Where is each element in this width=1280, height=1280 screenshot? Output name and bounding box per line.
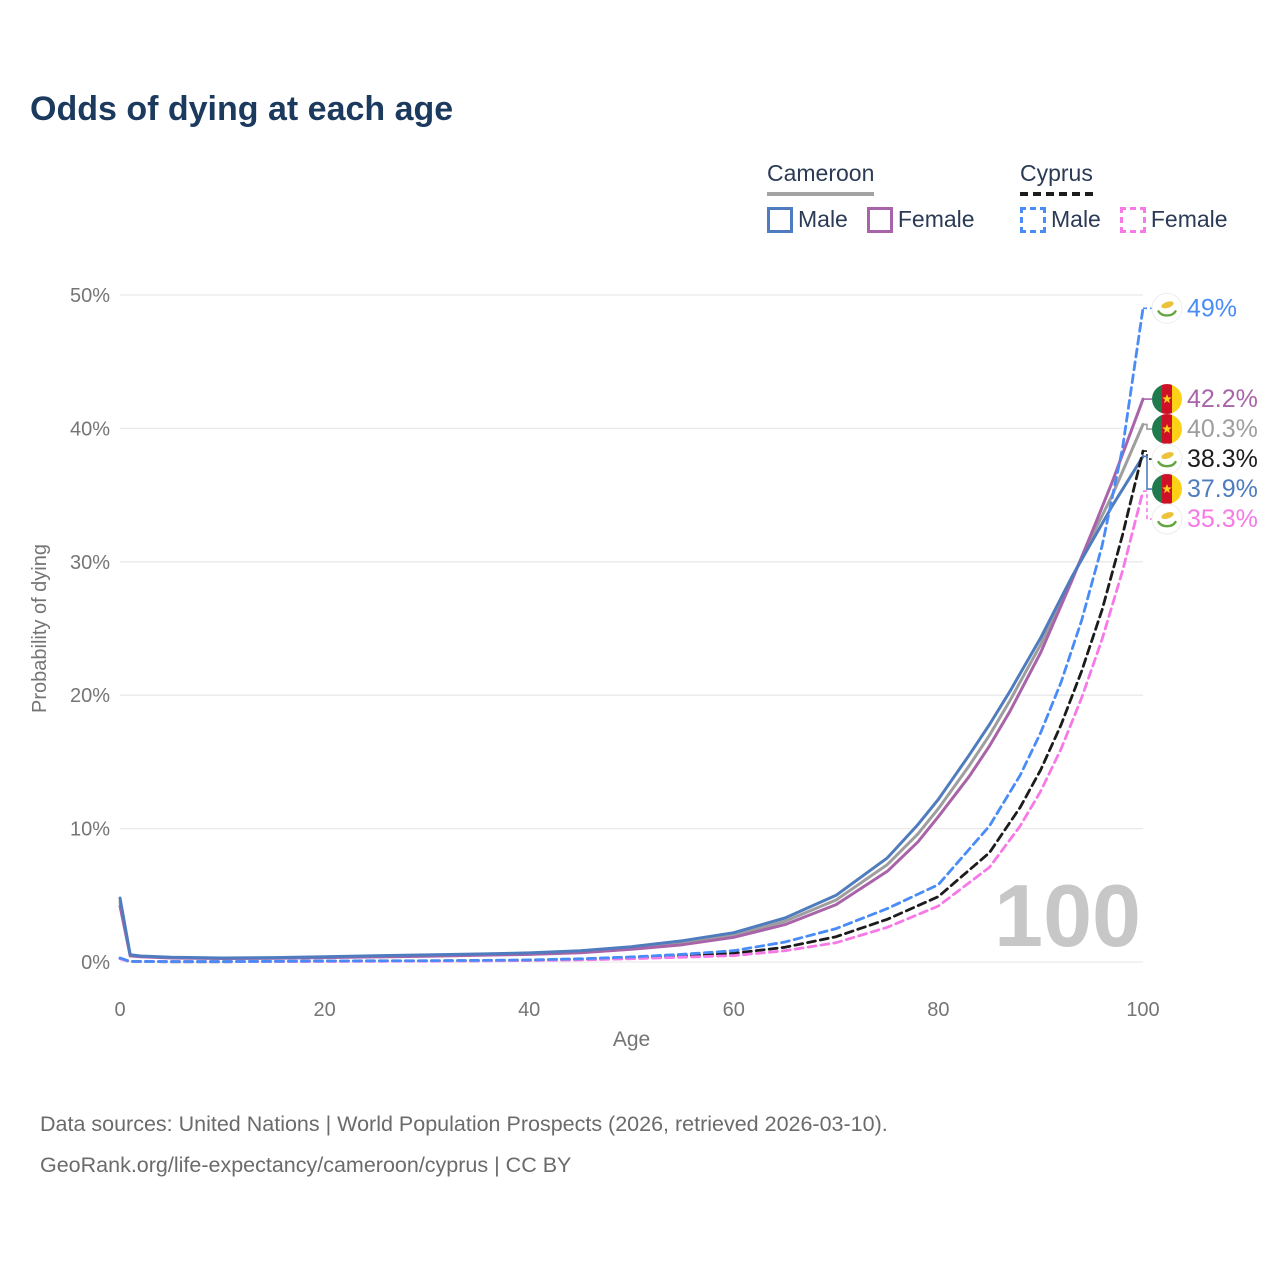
x-tick-label: 40 [518,999,540,1021]
end-value-label-cyprus-male: 49% [1187,294,1237,322]
y-tick-label: 10% [70,819,110,841]
cyprus-flag-icon [1151,292,1183,324]
legend-item-label: Female [897,206,975,232]
end-value-label-cyprus-all: 38.3% [1187,445,1258,473]
label-connector [1143,490,1152,520]
legend-item-label: Female [1150,206,1228,232]
y-tick-label: 20% [70,685,110,707]
cameroon-male-swatch-icon [767,206,793,233]
legend-items-cameroon: Male Female [767,206,975,233]
x-tick-label: 100 [1126,999,1159,1021]
cyprus-male-swatch-icon [1020,206,1046,233]
end-labels: 49% 42.2%40.3%38.3%37.9%35.3% [1143,292,1258,535]
legend-item-cyprus-male[interactable]: Male [1020,206,1101,233]
cameroon-female-swatch-icon [866,206,893,233]
watermark-100: 100 [994,866,1141,965]
chart-plot[interactable]: 0% 10% 20% 30% 40% 50% 0 20 40 60 80 100 Age Probabil… [0,0,1280,1080]
y-tick-label: 30% [70,552,110,574]
legend-item-label: Male [1051,206,1101,232]
footer: Data sources: United Nations | World Pop… [40,1104,888,1186]
end-value-label-cameroon-female: 42.2% [1187,385,1258,413]
x-tick-label: 60 [723,999,745,1021]
legend-country-cyprus: Cyprus [1020,160,1093,196]
series-cameroon-male-line[interactable] [118,454,1145,960]
label-connector [1143,423,1152,430]
legend-country-cameroon: Cameroon [767,160,875,196]
x-tick-label: 0 [114,999,125,1021]
legend-item-cyprus-female[interactable]: Female [1119,206,1228,233]
data-sources-text: Data sources: United Nations | World Pop… [40,1112,888,1136]
series-cameroon-all-line[interactable] [118,422,1145,960]
chart-title: Odds of dying at each age [30,90,454,128]
cameroon-flag-icon [1152,474,1182,505]
cameroon-flag-icon [1152,414,1182,445]
legend-item-cameroon-male[interactable]: Male [767,206,848,233]
legend-items-cyprus: Male Female [1020,206,1228,233]
cyprus-female-swatch-icon [1119,206,1146,233]
legend-group-cameroon: Cameroon Male Female [767,160,975,233]
cyprus-flag-icon [1151,503,1183,535]
cyprus-flag-icon [1151,443,1183,475]
y-tick-label: 50% [70,285,110,307]
y-axis-title: Probability of dying [29,544,51,713]
legend-group-cyprus: Cyprus Male Female [1020,160,1228,233]
end-value-label-cyprus-female: 35.3% [1187,505,1258,533]
legend-item-cameroon-female[interactable]: Female [866,206,975,233]
label-connector [1143,455,1152,490]
y-tick-label: 0% [81,952,110,974]
legend-item-label: Male [798,206,848,232]
attribution-text: GeoRank.org/life-expectancy/cameroon/cyp… [40,1153,572,1177]
cameroon-flag-icon [1152,384,1182,415]
x-tick-label: 20 [313,999,335,1021]
x-tick-label: 80 [927,999,949,1021]
y-tick-label: 40% [70,418,110,440]
end-value-label-cameroon-all: 40.3% [1187,415,1258,443]
series-cyprus-male-line[interactable] [118,306,1145,963]
series-cameroon-female-line[interactable] [118,397,1145,960]
x-axis-title: Age [613,1028,650,1051]
series-cyprus-all-line[interactable] [118,449,1145,964]
end-value-label-cameroon-male: 37.9% [1187,475,1258,503]
legend: Cameroon Male Female Cyprus Male [0,160,1280,240]
label-connector [1143,450,1152,460]
